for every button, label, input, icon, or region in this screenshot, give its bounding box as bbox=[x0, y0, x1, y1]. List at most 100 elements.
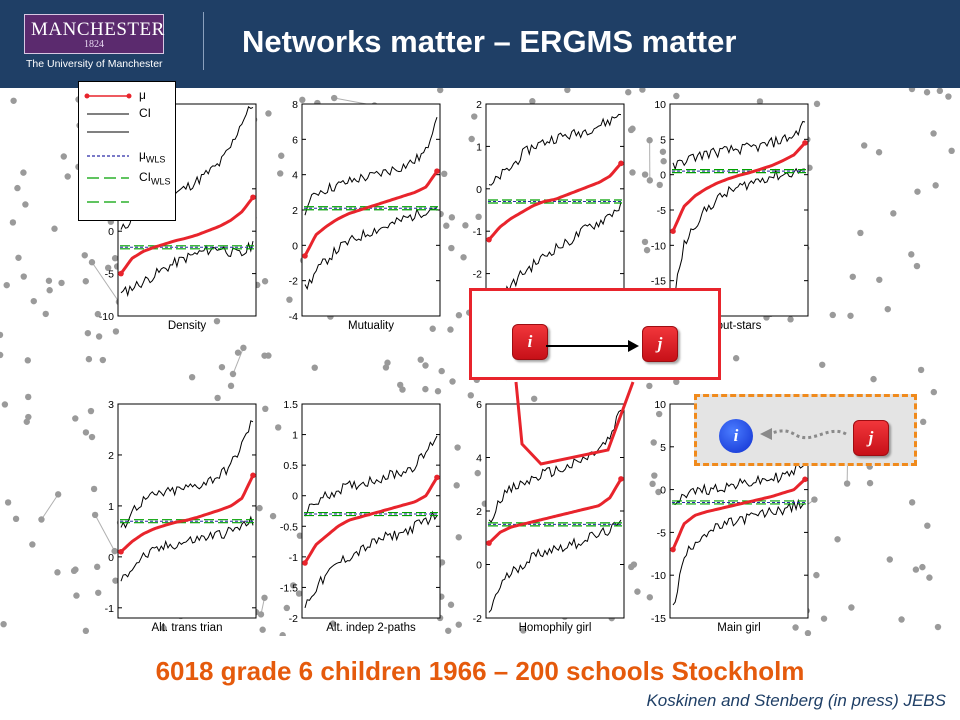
header-bar: MANCHESTER 1824 The University of Manche… bbox=[0, 0, 960, 88]
chart-frame bbox=[301, 403, 441, 619]
mu-point bbox=[250, 472, 256, 479]
chart-panel-6: -2 -1.5 -1 -0.5 0 0.5 1 1.5 Alt. indep 2-paths bbox=[280, 399, 441, 634]
mu-point bbox=[618, 476, 624, 482]
y-tick-label: 1 bbox=[292, 430, 298, 442]
y-tick-label: -2 bbox=[473, 269, 482, 281]
series-mu bbox=[303, 170, 439, 257]
callout-node-j: j bbox=[642, 326, 678, 362]
mu-point bbox=[302, 560, 308, 566]
legend-item-ci: CI bbox=[83, 106, 173, 124]
series-ci-upper bbox=[672, 463, 806, 506]
series-ci-upper bbox=[304, 435, 438, 517]
series-mu bbox=[119, 474, 255, 553]
legend-item-ci-wls-second bbox=[83, 194, 173, 212]
dotted-link-arrow-icon bbox=[760, 428, 847, 440]
y-tick-label: -10 bbox=[99, 311, 114, 323]
logo-year: 1824 bbox=[84, 39, 104, 50]
header-divider bbox=[203, 12, 204, 70]
series-mu bbox=[671, 141, 807, 232]
y-tick-label: -5 bbox=[657, 527, 666, 539]
y-tick-label: -1 bbox=[105, 603, 114, 615]
chart-panel-2: -4 -2 0 2 4 6 8 Mutuality bbox=[289, 99, 441, 332]
mu-point bbox=[618, 160, 624, 167]
series-ci-upper bbox=[488, 409, 622, 523]
series-ci-lower bbox=[304, 510, 438, 609]
x-axis-label: Mutuality bbox=[348, 320, 394, 332]
arrow-head-icon bbox=[628, 340, 639, 352]
x-axis-label: Homophily girl bbox=[519, 622, 592, 634]
chart-legend: μ CI μWLS CIWLS bbox=[78, 81, 176, 221]
legend-item-ci-second bbox=[83, 124, 173, 142]
series-ci-lower bbox=[120, 515, 254, 582]
series-mu bbox=[671, 478, 807, 551]
y-tick-label: 8 bbox=[292, 99, 298, 111]
mu-point bbox=[802, 476, 808, 483]
y-tick-label: 10 bbox=[654, 399, 666, 411]
y-tick-label: 4 bbox=[476, 453, 482, 465]
y-tick-label: -1 bbox=[289, 552, 298, 564]
y-tick-label: 1 bbox=[108, 501, 114, 513]
y-tick-label: 0 bbox=[476, 184, 482, 196]
y-tick-label: 5 bbox=[660, 134, 666, 146]
series-ci-upper bbox=[304, 117, 438, 216]
y-tick-label: -2 bbox=[289, 276, 298, 288]
legend-label-mu: μ bbox=[139, 88, 146, 102]
legend-item-mu-wls: μWLS bbox=[83, 148, 173, 166]
series-mu bbox=[487, 478, 623, 545]
mu-point bbox=[250, 194, 256, 201]
series-ci-lower bbox=[672, 167, 805, 300]
y-tick-label: -15 bbox=[651, 276, 666, 288]
y-tick-label: -5 bbox=[657, 205, 666, 217]
mu-point bbox=[434, 168, 440, 174]
callout-box-directed-tie bbox=[469, 288, 721, 380]
y-tick-label: 1 bbox=[476, 141, 482, 153]
legend-label-mu-wls: μWLS bbox=[139, 148, 166, 165]
y-tick-label: 0.5 bbox=[283, 460, 298, 472]
series-ci-upper bbox=[672, 120, 806, 171]
series-ci-lower bbox=[672, 498, 806, 606]
y-tick-label: 0 bbox=[292, 491, 298, 503]
chart-frame bbox=[485, 403, 625, 619]
y-tick-label: 0 bbox=[660, 170, 666, 182]
series-ci-lower bbox=[304, 206, 438, 291]
series-mu bbox=[487, 162, 623, 241]
y-tick-label: 2 bbox=[476, 99, 482, 111]
x-axis-label: Main girl bbox=[717, 622, 760, 634]
y-tick-label: -2 bbox=[289, 613, 298, 625]
slide-title: Networks matter – ERGMS matter bbox=[242, 24, 737, 59]
y-tick-label: -10 bbox=[651, 240, 666, 252]
slide-caption: 6018 grade 6 children 1966 – 200 schools… bbox=[155, 656, 805, 686]
legend-label-ci: CI bbox=[139, 106, 151, 120]
dashed-node-j: j bbox=[853, 420, 889, 456]
chart-panel-5: -1 0 1 2 3 Alt. trans trian bbox=[105, 399, 257, 634]
legend-item-mu: μ bbox=[83, 88, 173, 106]
series-ci-upper bbox=[488, 113, 622, 186]
series-ci-lower bbox=[488, 201, 622, 317]
y-tick-label: 3 bbox=[108, 399, 114, 411]
y-tick-label: -2 bbox=[473, 613, 482, 625]
y-tick-label: -0.5 bbox=[280, 521, 298, 533]
mu-point bbox=[670, 228, 676, 234]
callout-node-i: i bbox=[512, 324, 548, 360]
y-tick-label: 0 bbox=[108, 226, 114, 238]
y-tick-label: 2 bbox=[108, 450, 114, 462]
y-tick-label: -5 bbox=[105, 269, 114, 281]
y-tick-label: 5 bbox=[660, 442, 666, 454]
directed-arrow-line bbox=[546, 345, 632, 347]
series-ci-upper bbox=[120, 420, 254, 529]
series-mu bbox=[303, 476, 439, 564]
x-axis-label: Alt. trans trian bbox=[152, 622, 223, 634]
series-mu bbox=[119, 196, 255, 275]
y-tick-label: -1 bbox=[473, 226, 482, 238]
y-tick-label: 0 bbox=[476, 560, 482, 572]
y-tick-label: -4 bbox=[289, 311, 298, 323]
chart-frame bbox=[669, 103, 809, 317]
mu-point bbox=[486, 540, 492, 546]
dashed-node-i: i bbox=[719, 419, 753, 453]
y-tick-label: 1.5 bbox=[283, 399, 298, 411]
y-tick-label: 10 bbox=[654, 99, 666, 111]
y-tick-label: -15 bbox=[651, 613, 666, 625]
mu-point bbox=[802, 140, 808, 146]
